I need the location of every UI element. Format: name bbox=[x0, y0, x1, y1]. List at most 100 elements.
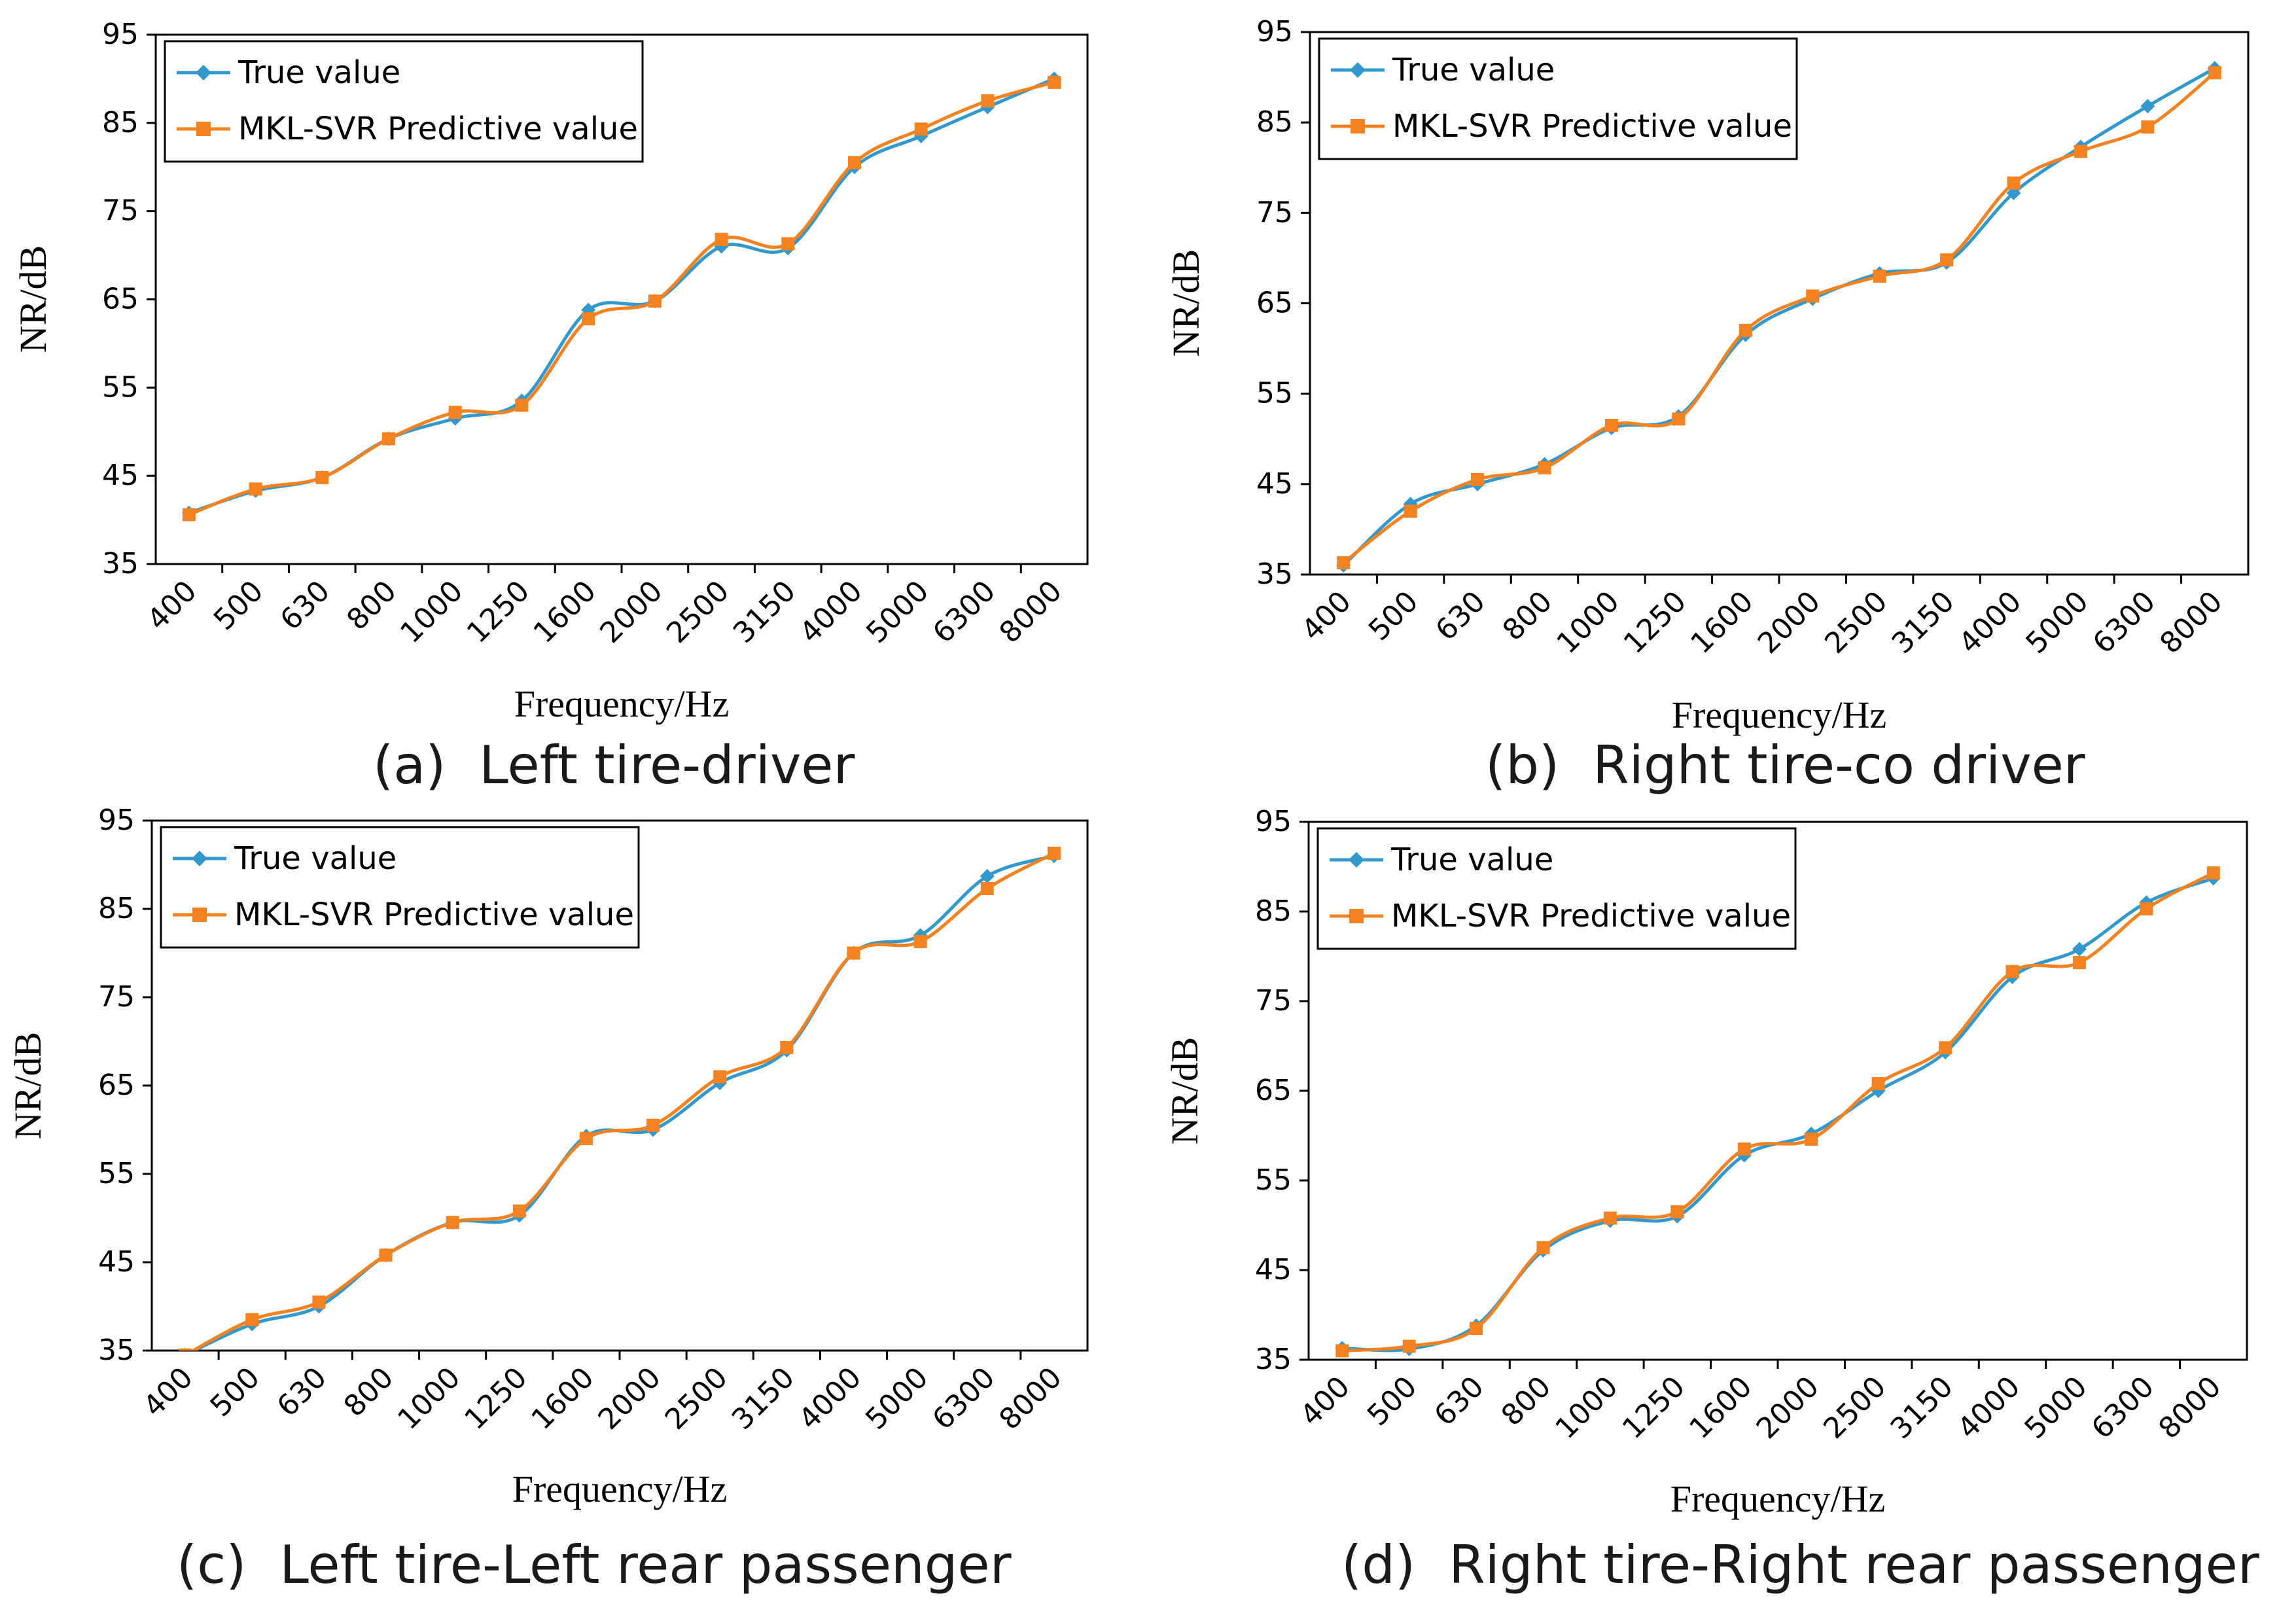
x-tick-label: 500 bbox=[207, 575, 270, 637]
predicted-value-point bbox=[312, 1295, 326, 1309]
x-tick-label: 2500 bbox=[659, 1361, 734, 1436]
x-tick-label: 5000 bbox=[860, 575, 935, 650]
predicted-value-point bbox=[715, 232, 728, 246]
x-tick-label: 630 bbox=[271, 1361, 333, 1423]
panel-b: 35 45 55 65 75 85 95 400 500 630 80010001250160020… bbox=[1165, 15, 2250, 736]
x-tick-label: 8000 bbox=[993, 1361, 1068, 1436]
x-tick-label: 500 bbox=[1362, 585, 1424, 647]
predicted-value-point bbox=[1806, 289, 1820, 303]
series-layer bbox=[181, 71, 1062, 522]
predicted-value-point bbox=[1471, 472, 1485, 486]
predicted-value-point bbox=[2074, 145, 2087, 158]
y-axis-label: NR/dB bbox=[12, 245, 54, 353]
legend-predicted-value-marker bbox=[1349, 909, 1364, 923]
predicted-value-line bbox=[190, 851, 1055, 1351]
y-tick-label: 55 bbox=[102, 370, 139, 404]
y-tick-label: 75 bbox=[98, 980, 135, 1014]
predicted-value-line bbox=[1342, 71, 2216, 564]
y-tick-label: 75 bbox=[1256, 196, 1293, 229]
x-tick-label: 6300 bbox=[926, 1361, 1001, 1436]
x-tick-label: 3150 bbox=[1884, 1370, 1960, 1445]
x-tick-label: 1250 bbox=[1617, 585, 1693, 660]
x-tick-label: 1600 bbox=[1684, 585, 1759, 660]
predicted-value-point bbox=[1939, 1041, 1952, 1055]
legend-predicted-value-label: MKL-SVR Predictive value bbox=[1391, 898, 1791, 934]
legend-predicted-value-label: MKL-SVR Predictive value bbox=[234, 896, 634, 933]
caption-a: (a) Left tire-driver bbox=[373, 735, 855, 796]
predicted-value-point bbox=[848, 156, 861, 169]
x-tick-label: 6300 bbox=[2085, 1370, 2161, 1445]
series-layer bbox=[179, 846, 1061, 1351]
x-tick-label: 8000 bbox=[2152, 1370, 2227, 1445]
x-tick-label: 1600 bbox=[527, 575, 603, 650]
predicted-value-point bbox=[1871, 1077, 1885, 1091]
x-tick-label: 8000 bbox=[993, 575, 1069, 650]
x-axis-label: Frequency/Hz bbox=[1672, 694, 1887, 736]
y-tick-label: 45 bbox=[102, 459, 139, 492]
x-tick-label: 500 bbox=[204, 1361, 266, 1423]
predicted-value-point bbox=[713, 1070, 727, 1084]
x-tick-label: 5000 bbox=[2018, 1370, 2093, 1445]
x-tick-label: 3150 bbox=[1886, 585, 1961, 660]
x-tick-label: 1000 bbox=[394, 575, 469, 650]
legend-box bbox=[160, 826, 640, 949]
predicted-value-point bbox=[1672, 412, 1686, 426]
legend-true-value-marker bbox=[1350, 62, 1366, 78]
caption-d: (d) Right tire-Right rear passenger bbox=[1341, 1534, 2259, 1595]
y-tick-label: 65 bbox=[1256, 287, 1293, 320]
predicted-value-point bbox=[1603, 1211, 1617, 1225]
y-tick-label: 35 bbox=[98, 1334, 135, 1367]
x-tick-label: 5000 bbox=[859, 1361, 934, 1436]
predicted-value-point bbox=[980, 881, 994, 895]
x-tick-label: 400 bbox=[137, 1361, 199, 1423]
x-tick-label: 630 bbox=[274, 575, 336, 637]
y-tick-label: 95 bbox=[1256, 15, 1293, 48]
y-tick-label: 65 bbox=[1255, 1074, 1292, 1107]
x-axis-label: Frequency/Hz bbox=[514, 682, 730, 725]
x-tick-label: 4000 bbox=[1951, 1370, 2026, 1445]
predicted-value-point bbox=[249, 482, 262, 496]
legend-true-value-marker bbox=[1349, 852, 1364, 868]
x-tick-label: 800 bbox=[1496, 585, 1559, 647]
legend-true-value-label: True value bbox=[238, 54, 400, 91]
legend-predicted-value-label: MKL-SVR Predictive value bbox=[1392, 108, 1792, 145]
legend-predicted-value-marker bbox=[192, 908, 207, 922]
y-tick-label: 45 bbox=[1256, 467, 1293, 501]
legend-predicted-value-marker bbox=[196, 122, 211, 136]
x-axis-label: Frequency/Hz bbox=[1670, 1478, 1886, 1520]
legend-true-value-label: True value bbox=[1392, 52, 1555, 88]
true-value-point bbox=[980, 869, 995, 884]
predicted-value-point bbox=[582, 312, 595, 326]
y-tick-label: 65 bbox=[102, 283, 139, 316]
x-tick-label: 1250 bbox=[1616, 1370, 1691, 1445]
predicted-value-point bbox=[379, 1248, 393, 1262]
x-tick-label: 6300 bbox=[2087, 585, 2162, 660]
x-tick-label: 1000 bbox=[1550, 585, 1625, 660]
predicted-value-point bbox=[913, 934, 927, 948]
caption-b: (b) Right tire-co driver bbox=[1485, 735, 2085, 796]
predicted-value-point bbox=[981, 94, 995, 108]
x-tick-label: 8000 bbox=[2153, 585, 2229, 660]
predicted-value-point bbox=[2007, 176, 2021, 190]
y-tick-label: 95 bbox=[102, 18, 139, 51]
legend-true-value-label: True value bbox=[234, 840, 397, 877]
y-tick-label: 45 bbox=[1255, 1253, 1292, 1286]
predicted-value-point bbox=[1873, 270, 1886, 283]
y-tick-label: 95 bbox=[1255, 805, 1292, 838]
legend: True value MKL-SVR Predictive value bbox=[160, 826, 640, 949]
y-tick-label: 55 bbox=[1256, 377, 1293, 410]
predicted-value-point bbox=[446, 1216, 459, 1230]
x-tick-label: 4000 bbox=[794, 575, 869, 650]
legend-box bbox=[1318, 37, 1798, 160]
predicted-value-point bbox=[1337, 556, 1351, 570]
x-tick-label: 1000 bbox=[1549, 1370, 1624, 1445]
y-tick-label: 35 bbox=[1256, 558, 1293, 591]
y-axis-label: NR/dB bbox=[1165, 249, 1207, 357]
x-tick-label: 6300 bbox=[927, 575, 1002, 650]
legend-box bbox=[1316, 827, 1797, 950]
predicted-value-point bbox=[382, 432, 395, 446]
x-tick-label: 2500 bbox=[660, 575, 735, 650]
true-value-point bbox=[2140, 99, 2155, 114]
predicted-value-point bbox=[512, 1204, 526, 1218]
x-tick-label: 630 bbox=[1429, 585, 1491, 647]
